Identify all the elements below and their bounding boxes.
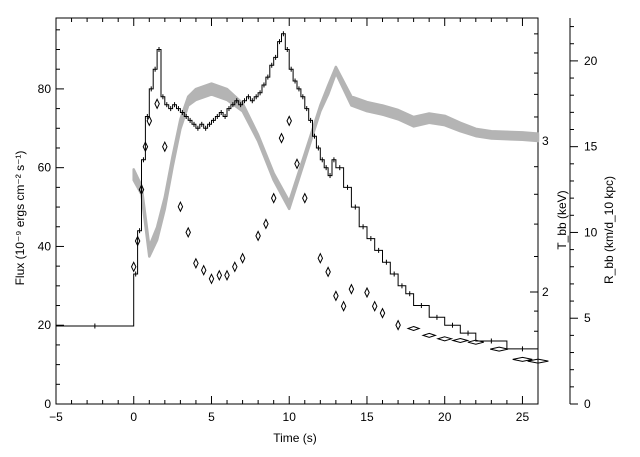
x-tick-label: 25 <box>516 410 530 424</box>
radius-diamond <box>177 201 184 213</box>
plot-frame <box>55 17 571 405</box>
radius-tick-label: 0 <box>584 397 591 411</box>
flux-tick-label: 80 <box>38 82 52 96</box>
radius-diamond <box>348 283 355 295</box>
radius-diamond <box>467 339 484 345</box>
radius-diamond <box>512 356 533 362</box>
temperature-band <box>132 65 540 258</box>
radius-diamond <box>286 115 292 127</box>
radius-diamond <box>146 115 153 127</box>
x-tick-label: −5 <box>49 410 63 424</box>
radius-diamond <box>395 319 401 331</box>
radius-diamond <box>527 358 549 364</box>
radius-diamond <box>270 192 277 204</box>
radius-diamond <box>294 158 300 170</box>
flux-tick-label: 40 <box>38 239 52 253</box>
radius-diamond <box>134 235 141 247</box>
radius-tick-label: 20 <box>584 54 598 68</box>
radius-diamond <box>317 252 324 264</box>
radius-diamond <box>325 266 331 278</box>
radius-diamond <box>138 183 145 196</box>
radius-diamond <box>162 141 168 153</box>
x-tick-label: 5 <box>208 410 215 424</box>
radius-diamond <box>232 261 238 273</box>
radius-diamond <box>255 230 261 242</box>
radius-diamond <box>130 261 137 273</box>
x-tick-label: 10 <box>283 410 297 424</box>
radius-diamond <box>193 257 199 269</box>
radius-diamond <box>154 98 160 110</box>
radius-diamond <box>450 337 470 344</box>
radius-diamond <box>490 346 509 352</box>
radius-diamond <box>333 290 339 302</box>
flux-tick-label: 0 <box>44 397 51 411</box>
radius-diamond <box>302 192 308 204</box>
temperature-tick-label: 3 <box>542 134 549 148</box>
radius-diamond <box>208 273 215 285</box>
radius-diamond <box>239 252 246 264</box>
flux-histogram-line <box>56 33 538 350</box>
radius-diamond-series <box>130 98 549 364</box>
radius-diamond <box>340 300 347 312</box>
axis-ticks <box>55 18 578 405</box>
temperature-axis-title: T_bb (keV) <box>555 190 569 249</box>
x-tick-label: 0 <box>130 410 137 424</box>
plot-border <box>55 17 539 405</box>
radius-diamond <box>421 332 438 338</box>
radius-diamond <box>216 269 223 281</box>
x-axis-title: Time (s) <box>273 431 317 445</box>
flux-histogram-series <box>56 31 538 352</box>
radius-tick-label: 10 <box>584 225 598 239</box>
radius-tick-label: 5 <box>584 311 591 325</box>
x-tick-label: 20 <box>438 410 452 424</box>
x-tick-label: 15 <box>360 410 374 424</box>
radius-diamond <box>406 325 421 332</box>
radius-diamond <box>224 269 230 281</box>
flux-tick-label: 20 <box>38 318 52 332</box>
radius-diamond <box>142 141 149 153</box>
temperature-band-series <box>132 65 540 258</box>
radius-diamond <box>200 264 207 276</box>
radius-diamond <box>364 286 370 299</box>
radius-diamond <box>263 218 269 230</box>
flux-tick-label: 60 <box>38 161 52 175</box>
radius-diamond <box>371 300 378 312</box>
temperature-tick-label: 2 <box>542 285 549 299</box>
radius-diamond <box>185 226 191 239</box>
radius-diamond <box>379 307 386 319</box>
radius-tick-label: 15 <box>584 140 598 154</box>
radius-diamond <box>278 132 285 144</box>
left-axis-title: Flux (10⁻⁹ ergs cm⁻² s⁻¹) <box>13 151 27 286</box>
radius-axis-title: R_bb (km/d_10 kpc) <box>602 176 616 284</box>
radius-diamond <box>436 336 454 342</box>
